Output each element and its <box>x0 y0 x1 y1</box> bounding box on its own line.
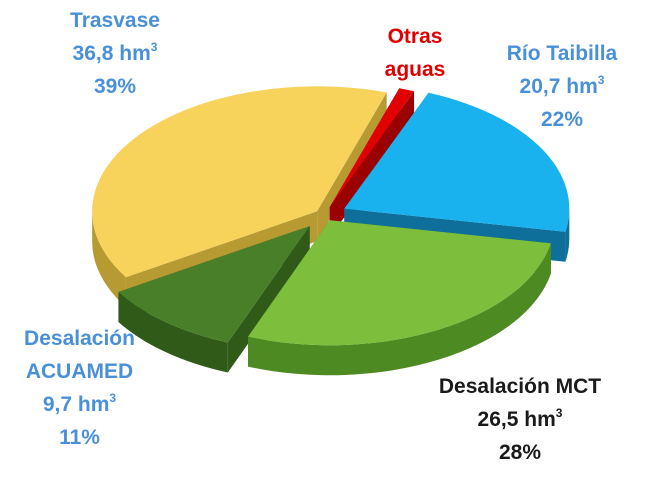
label-otras-aguas: Otras aguas <box>360 20 470 86</box>
pie-slice-side-desalacion-mct <box>248 243 551 376</box>
pie-slice-side-trasvase <box>92 211 126 308</box>
label-rio-taibilla-name: Río Taibilla <box>506 42 618 65</box>
label-acuamed-line2: ACUAMED <box>25 360 134 383</box>
label-trasvase: Trasvase 36,8 hm3 39% <box>40 4 190 103</box>
pie-slice-top-desalacion-mct <box>248 220 551 346</box>
pie-slice-desalacion-acuamed <box>118 226 310 373</box>
label-mct: Desalación MCT 26,5 hm3 28% <box>410 370 630 469</box>
label-acuamed-percent: 11% <box>59 426 100 449</box>
label-otras-aguas-line1: Otras <box>387 25 443 48</box>
label-trasvase-name: Trasvase <box>70 9 160 32</box>
pie-slice-side-rio-taibilla <box>565 208 570 262</box>
label-otras-aguas-line2: aguas <box>384 58 446 81</box>
label-mct-name: Desalación MCT <box>438 375 602 398</box>
label-trasvase-value: 36,8 hm3 <box>72 40 158 65</box>
label-acuamed: Desalación ACUAMED 9,7 hm3 11% <box>2 322 157 454</box>
pie-slice-side-desalacion-acuamed <box>118 291 228 373</box>
label-trasvase-percent: 39% <box>93 75 137 98</box>
label-rio-taibilla-percent: 22% <box>540 108 584 131</box>
label-mct-percent: 28% <box>498 441 542 464</box>
pie-slice-desalacion-mct <box>248 220 551 376</box>
label-acuamed-line1: Desalación <box>24 327 135 350</box>
pie-slice-top-trasvase <box>92 86 387 278</box>
label-rio-taibilla-value: 20,7 hm3 <box>519 73 605 98</box>
pie-slice-top-desalacion-acuamed <box>118 226 310 343</box>
label-acuamed-value: 9,7 hm3 <box>42 391 117 416</box>
label-mct-value: 26,5 hm3 <box>477 406 563 431</box>
label-rio-taibilla: Río Taibilla 20,7 hm3 22% <box>482 37 642 136</box>
pie-slice-top-rio-taibilla <box>344 92 570 232</box>
pie-slice-top-otras-aguas <box>329 88 415 208</box>
